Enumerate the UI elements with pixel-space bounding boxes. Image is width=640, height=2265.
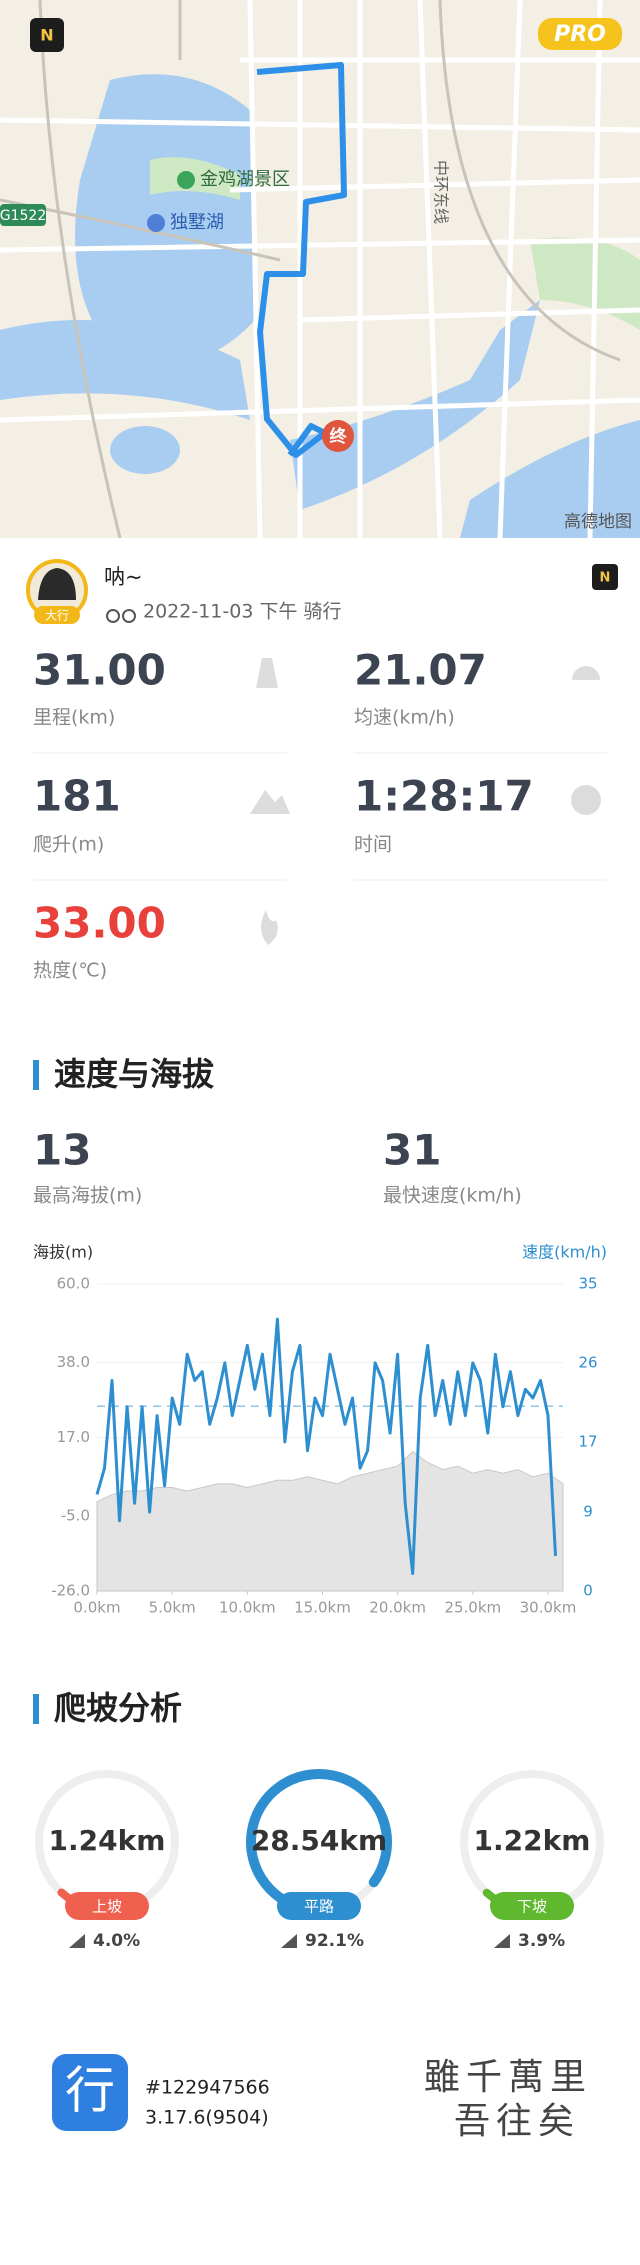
stat-label: 爬升(m) <box>33 834 104 856</box>
speed-line <box>95 1317 557 1575</box>
y-tick-label: 60.0 <box>57 1275 90 1293</box>
x-tick-label: 15.0km <box>294 1599 351 1617</box>
section-title: 速度与海拔 <box>54 1055 215 1093</box>
avatar-tag: 大行 <box>45 609 69 623</box>
climb-type: 平路 <box>304 1898 334 1916</box>
y-tick-label: 17.0 <box>57 1428 90 1446</box>
y-tick-label: -26.0 <box>51 1582 90 1600</box>
x-tick-label: 20.0km <box>369 1599 426 1617</box>
map-label: G1522 <box>0 208 46 224</box>
x-tick-label: 10.0km <box>219 1599 276 1617</box>
x-tick-label: 0.0km <box>73 1599 120 1617</box>
climb-distance: 28.54km <box>251 1824 387 1857</box>
y2-tick-label: 9 <box>583 1503 593 1521</box>
y-axis-title: 海拔(m) <box>33 1243 93 1262</box>
x-tick-label: 25.0km <box>444 1599 501 1617</box>
stat-value: 1:28:17 <box>354 772 534 821</box>
end-marker: 终 <box>330 426 348 447</box>
climb-track <box>460 1770 604 1905</box>
x-tick-label: 30.0km <box>520 1599 577 1617</box>
map-label: 中环东线 <box>432 160 451 224</box>
stat-label: 里程(km) <box>33 707 115 729</box>
elevation-area <box>96 1451 564 1592</box>
y2-tick-label: 17 <box>578 1432 597 1450</box>
stat-value: 33.00 <box>33 899 166 948</box>
y-tick-label: -5.0 <box>61 1507 90 1525</box>
stat-label: 均速(km/h) <box>354 707 455 729</box>
stat-value: 181 <box>33 772 121 821</box>
summary-label: 最快速度(km/h) <box>383 1185 522 1207</box>
y-tick-label: 38.0 <box>57 1353 90 1371</box>
y2-tick-label: 26 <box>578 1353 597 1371</box>
climb-type: 下坡 <box>517 1898 547 1916</box>
climb-track <box>35 1770 179 1905</box>
climb-analysis: 1.24km 上坡 4.0% 28.54km 平路 92.1% 1.22km 下坡 3.9% <box>35 1769 604 1951</box>
app-icon-text: 行 <box>65 2062 115 2120</box>
map: N PRO 金鸡湖景区 独墅湖 中环东线 G1522 终 高德地图 <box>0 0 640 539</box>
x-tick-label: 5.0km <box>149 1599 196 1617</box>
climb-icon <box>69 1934 85 1948</box>
svg-text:N: N <box>600 571 611 586</box>
record-id: #122947566 <box>145 2077 270 2099</box>
stat-value: 31.00 <box>33 646 166 695</box>
pro-badge: PRO <box>554 22 606 47</box>
signature: 雖千萬里 <box>424 2057 592 2098</box>
climb-percent: 3.9% <box>518 1931 565 1951</box>
y2-tick-label: 0 <box>583 1582 593 1600</box>
map-label: 独墅湖 <box>170 212 224 233</box>
climb-icon <box>494 1934 510 1948</box>
y2-tick-label: 35 <box>578 1275 597 1293</box>
app-version: 3.17.6(9504) <box>145 2107 269 2129</box>
climb-pill <box>277 1892 361 1920</box>
summary-value: 13 <box>33 1126 91 1175</box>
stats: 31.00 里程(km) 21.07 均速(km/h) 181 爬升(m) 1:… <box>33 646 607 982</box>
climb-icon <box>281 1934 297 1948</box>
climb-type: 上坡 <box>92 1898 122 1916</box>
app-icon <box>52 2054 128 2131</box>
signature: 吾往矣 <box>454 2101 580 2142</box>
y2-axis-title: 速度(km/h) <box>522 1243 607 1262</box>
stat-value: 21.07 <box>354 646 487 695</box>
section-title: 爬坡分析 <box>54 1689 182 1727</box>
climb-percent: 4.0% <box>93 1931 140 1951</box>
climb-distance: 1.22km <box>474 1824 591 1857</box>
stat-label: 热度(℃) <box>33 960 107 982</box>
climb-percent: 92.1% <box>305 1931 364 1951</box>
map-provider: 高德地图 <box>564 512 632 532</box>
summary-label: 最高海拔(m) <box>33 1185 142 1207</box>
climb-arc <box>246 1769 392 1906</box>
chart: -26.0 -5.0 17.0 38.0 60.0 0 9 17 26 35 0.0km 5.0km 1… <box>51 1275 597 1617</box>
summary-value: 31 <box>383 1126 441 1175</box>
map-label: 金鸡湖景区 <box>200 169 290 190</box>
activity-info: 2022-11-03 下午 骑行 <box>143 601 342 623</box>
user-name: 呐~ <box>104 565 143 589</box>
climb-pill <box>65 1892 149 1920</box>
svg-text:N: N <box>40 26 53 45</box>
stat-label: 时间 <box>354 834 392 856</box>
climb-distance: 1.24km <box>49 1824 166 1857</box>
climb-pill <box>490 1892 574 1920</box>
